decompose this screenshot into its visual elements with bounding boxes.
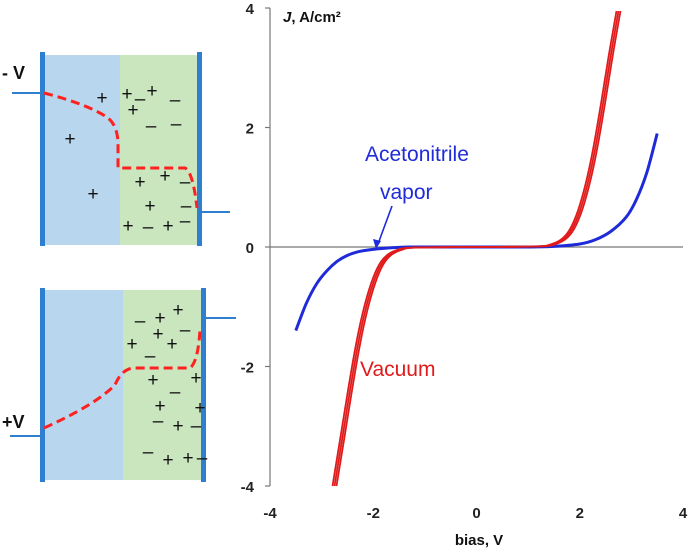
right-region [120, 55, 200, 245]
negative-charge-bottom-0: – [135, 311, 146, 332]
y-tick-label: 2 [246, 121, 254, 138]
positive-charge-bottom-18: + [182, 448, 193, 469]
positive-charge-top-8: + [64, 129, 75, 150]
y-axis-label: J, A/cm² [283, 9, 341, 26]
negative-charge-top-16: – [143, 217, 154, 238]
right-region [123, 290, 203, 480]
y-tick-label: -2 [241, 360, 254, 377]
negative-charge-bottom-6: – [145, 346, 156, 367]
series-vacuum-line-2 [335, 10, 622, 487]
positive-charge-top-11: + [159, 166, 170, 187]
negative-charge-bottom-10: – [170, 382, 181, 403]
y-tick-labels: 4 2 0 -2 -4 [241, 1, 270, 496]
annotation-acetonitrile-line2: vapor [380, 181, 433, 204]
negative-charge-bottom-3: – [180, 320, 191, 341]
annotation-acetonitrile-line1: Acetonitrile [365, 143, 469, 166]
y-tick-label: -4 [241, 479, 255, 496]
y-tick-label: 4 [246, 1, 255, 18]
positive-charge-top-5: + [127, 100, 138, 121]
x-tick-label: 4 [679, 505, 688, 522]
series-layer [294, 10, 659, 487]
positive-charge-bottom-11: + [154, 396, 165, 417]
negative-charge-bottom-15: – [191, 416, 202, 437]
positive-charge-top-3: + [146, 81, 157, 102]
band-diagram-negative-bias: - V + + – + –+– –+++ + –+ –+ – + – [2, 52, 230, 246]
positive-charge-bottom-14: + [172, 416, 183, 437]
negative-charge-top-14: – [181, 196, 192, 217]
x-tick-labels: -4 -2 0 2 4 [263, 505, 688, 522]
potential-profile [43, 91, 199, 209]
negative-charge-bottom-13: – [153, 411, 164, 432]
left-electrode [40, 52, 45, 246]
positive-charge-bottom-7: + [166, 334, 177, 355]
jv-chart: 4 2 0 -2 -4 -4 -2 0 2 4 J, A/cm² bias, V Acetoni… [241, 1, 688, 549]
left-region [43, 55, 120, 245]
y-tick-label: 0 [246, 240, 254, 257]
right-electrode [197, 52, 202, 246]
right-electrode [201, 288, 206, 482]
annotation-arrow [377, 205, 393, 245]
bias-label-negative: - V [2, 63, 25, 83]
x-tick-label: 0 [472, 505, 480, 522]
positive-charge-bottom-4: + [152, 324, 163, 345]
negative-charge-top-4: – [170, 90, 181, 111]
positive-charge-top-1: + [121, 84, 132, 105]
positive-charge-bottom-12: + [194, 398, 205, 419]
positive-charge-top-15: + [122, 216, 133, 237]
x-tick-label: -2 [367, 505, 380, 522]
annotation-vacuum: Vacuum [360, 358, 435, 381]
positive-charge-top-0: + [96, 88, 107, 109]
x-axis-label: bias, V [455, 532, 503, 549]
series-acetonitrile-line [294, 133, 659, 332]
bias-label-positive: +V [2, 412, 25, 432]
negative-charge-top-7: – [171, 114, 182, 135]
positive-charge-bottom-1: + [154, 308, 165, 329]
x-tick-label: 2 [576, 505, 584, 522]
positive-charge-top-9: + [87, 184, 98, 205]
positive-charge-top-13: + [144, 196, 155, 217]
negative-charge-top-18: – [180, 211, 191, 232]
negative-charge-top-6: – [146, 116, 157, 137]
positive-charge-bottom-2: + [172, 300, 183, 321]
negative-charge-bottom-19: – [197, 448, 208, 469]
band-diagram-positive-bias: +V – + +–++–++ +–+ +– + –– + + – [2, 288, 236, 482]
positive-charge-top-10: + [134, 172, 145, 193]
potential-profile [43, 329, 202, 430]
x-tick-label: -4 [263, 505, 277, 522]
annotation-arrowhead [373, 239, 381, 249]
negative-charge-top-2: – [135, 89, 146, 110]
positive-charge-bottom-5: + [126, 334, 137, 355]
positive-charge-bottom-8: + [147, 370, 158, 391]
left-electrode [40, 288, 45, 482]
positive-charge-bottom-9: + [190, 368, 201, 389]
negative-charge-bottom-16: – [143, 442, 154, 463]
negative-charge-top-12: – [180, 172, 191, 193]
positive-charge-bottom-17: + [162, 450, 173, 471]
left-region [43, 290, 123, 480]
positive-charge-top-17: + [162, 216, 173, 237]
